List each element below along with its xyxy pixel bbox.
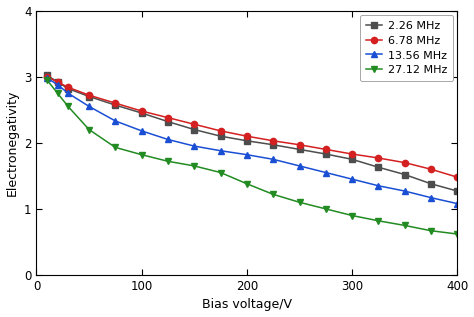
6.78 MHz [455,175,460,179]
27.12 MHz [402,223,408,227]
2.26 MHz [349,158,355,161]
Line: 13.56 MHz: 13.56 MHz [44,75,460,207]
13.56 MHz [297,164,302,168]
27.12 MHz [55,91,60,95]
2.26 MHz [375,165,381,169]
2.26 MHz [139,111,145,115]
6.78 MHz [402,161,408,165]
2.26 MHz [402,173,408,177]
2.26 MHz [270,143,276,147]
27.12 MHz [297,200,302,204]
13.56 MHz [86,105,92,108]
6.78 MHz [191,122,197,126]
27.12 MHz [375,219,381,223]
13.56 MHz [139,129,145,133]
2.26 MHz [165,120,171,124]
2.26 MHz [218,134,223,138]
2.26 MHz [428,182,434,186]
Y-axis label: Electronegativity: Electronegativity [6,90,18,196]
13.56 MHz [65,91,71,95]
Legend: 2.26 MHz, 6.78 MHz, 13.56 MHz, 27.12 MHz: 2.26 MHz, 6.78 MHz, 13.56 MHz, 27.12 MHz [360,15,453,81]
2.26 MHz [297,147,302,151]
2.26 MHz [44,74,50,77]
27.12 MHz [349,214,355,217]
13.56 MHz [349,177,355,181]
2.26 MHz [55,80,60,84]
27.12 MHz [44,78,50,82]
6.78 MHz [375,156,381,160]
6.78 MHz [297,143,302,147]
13.56 MHz [244,153,250,157]
27.12 MHz [86,128,92,132]
13.56 MHz [218,149,223,152]
2.26 MHz [86,94,92,98]
27.12 MHz [218,171,223,174]
2.26 MHz [455,189,460,193]
27.12 MHz [165,159,171,163]
6.78 MHz [65,85,71,89]
27.12 MHz [428,229,434,233]
Line: 27.12 MHz: 27.12 MHz [44,77,460,237]
27.12 MHz [112,146,118,149]
27.12 MHz [270,192,276,196]
6.78 MHz [55,80,60,84]
Line: 2.26 MHz: 2.26 MHz [44,72,460,194]
6.78 MHz [139,109,145,113]
6.78 MHz [218,129,223,133]
2.26 MHz [244,139,250,143]
27.12 MHz [323,207,328,211]
6.78 MHz [86,93,92,97]
2.26 MHz [112,103,118,107]
13.56 MHz [44,76,50,80]
Line: 6.78 MHz: 6.78 MHz [44,74,460,180]
27.12 MHz [191,164,197,168]
2.26 MHz [323,152,328,156]
27.12 MHz [139,153,145,157]
27.12 MHz [65,105,71,108]
6.78 MHz [349,152,355,156]
6.78 MHz [112,101,118,105]
13.56 MHz [112,119,118,123]
6.78 MHz [270,139,276,143]
6.78 MHz [323,147,328,151]
6.78 MHz [244,134,250,138]
27.12 MHz [455,232,460,236]
13.56 MHz [428,196,434,200]
2.26 MHz [65,87,71,90]
2.26 MHz [191,128,197,132]
6.78 MHz [165,116,171,120]
13.56 MHz [455,202,460,205]
13.56 MHz [55,83,60,87]
27.12 MHz [244,182,250,186]
13.56 MHz [270,158,276,161]
X-axis label: Bias voltage/V: Bias voltage/V [202,298,292,311]
13.56 MHz [323,171,328,174]
6.78 MHz [428,167,434,171]
13.56 MHz [165,138,171,141]
13.56 MHz [402,189,408,193]
6.78 MHz [44,75,50,79]
13.56 MHz [191,144,197,148]
13.56 MHz [375,184,381,188]
